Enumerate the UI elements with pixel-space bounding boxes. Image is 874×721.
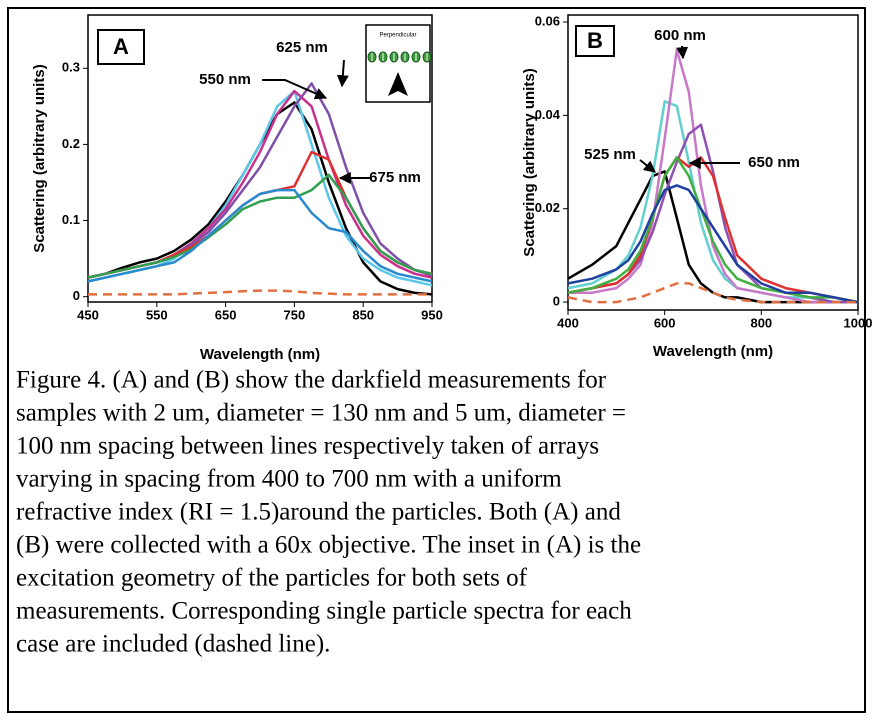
spectrum-line [88,289,432,296]
panel-label-box [575,25,615,57]
caption-line: samples with 2 um, diameter = 130 nm and… [16,400,626,427]
x-tick-label: 450 [77,307,99,322]
y-tick-label: 0 [553,294,560,309]
x-tick-label: 950 [421,307,443,322]
caption-line: (B) were collected with a 60x objective.… [16,532,641,559]
spectrum-line [87,173,433,279]
caption-line: case are included (dashed line). [16,631,330,658]
caption-line: measurements. Corresponding single parti… [16,598,632,625]
y-axis-label: Scattering (arbitrary units) [31,64,48,252]
y-tick-label: 0.06 [535,13,560,28]
x-tick-label: 800 [750,315,772,330]
annotation-arrow [639,159,656,173]
caption-line: Figure 4. (A) and (B) show the darkfield… [16,367,607,394]
caption-line: varying in spacing from 400 to 700 nm wi… [16,466,562,493]
y-tick-label: 0.1 [62,212,80,227]
x-axis-label: Wavelength (nm) [200,346,320,363]
caption-line: refractive index (RI = 1.5)around the pa… [16,499,621,526]
inset-label: Perpendicular [379,33,416,39]
y-tick-label: 0.02 [535,200,560,215]
figure-border [7,7,866,713]
x-tick-label: 400 [557,315,579,330]
spectrum-line [568,48,858,304]
spectrum-line [567,170,858,304]
annotation-arrow [262,79,328,100]
spectrum-line [567,282,858,304]
peak-annotation: 525 nm [584,146,636,163]
peak-annotation: 650 nm [748,154,800,171]
plot-frame [87,14,433,303]
y-tick-label: 0.3 [62,60,80,75]
panel-label-box [97,29,145,65]
peak-annotation: 675 nm [369,169,421,186]
y-tick-label: 0.2 [62,136,80,151]
panel-label: A [113,34,129,59]
x-tick-label: 850 [352,307,374,322]
x-tick-label: 1000 [844,315,873,330]
spectrum-line [567,184,859,304]
y-tick-label: 0 [73,288,80,303]
plot-frame [567,14,859,311]
x-axis-label: Wavelength (nm) [653,343,773,360]
peak-annotation: 600 nm [654,27,706,44]
peak-annotation: 625 nm [276,39,328,56]
y-tick-label: 0.04 [535,107,561,122]
caption-line: 100 nm spacing between lines respectivel… [16,433,599,460]
peak-annotation: 550 nm [199,71,251,88]
caption-line: excitation geometry of the particles for… [16,565,528,592]
spectrum-line [87,188,433,283]
inset-arrow [388,72,408,96]
x-tick-label: 600 [654,315,676,330]
panel-label: B [587,28,603,53]
x-tick-label: 650 [215,307,237,322]
y-axis-label: Scattering (arbitrary units) [521,68,538,256]
x-tick-label: 750 [284,307,306,322]
annotation-arrow [676,45,689,60]
x-tick-label: 550 [146,307,168,322]
annotation-arrow [336,59,349,88]
